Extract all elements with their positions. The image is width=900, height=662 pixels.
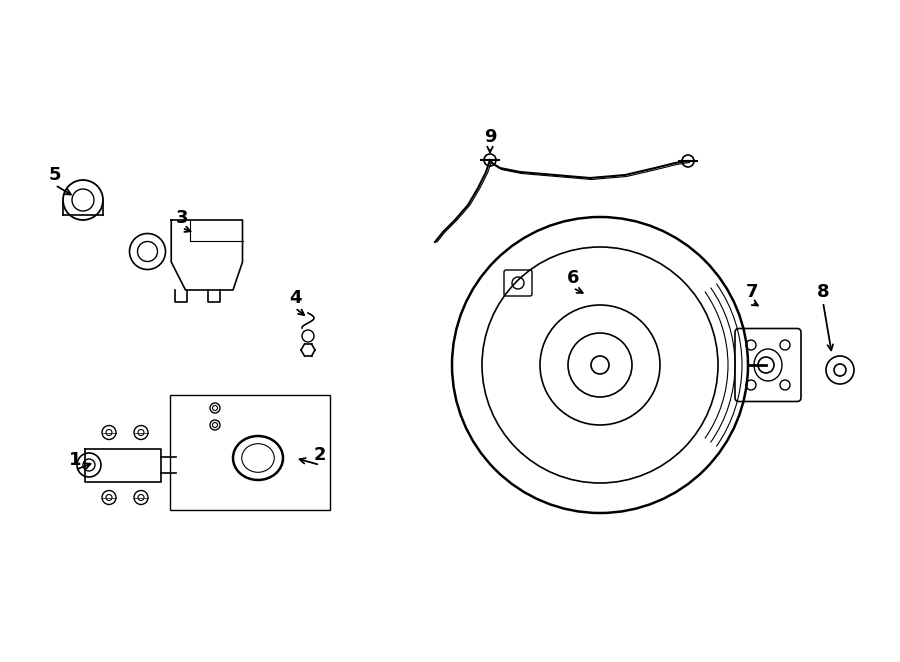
Text: 9: 9 bbox=[484, 128, 496, 146]
Text: 4: 4 bbox=[289, 289, 302, 307]
Text: 7: 7 bbox=[746, 283, 758, 301]
Text: 5: 5 bbox=[49, 166, 61, 184]
Bar bbox=[170, 395, 330, 510]
Text: 8: 8 bbox=[816, 283, 829, 301]
Text: 3: 3 bbox=[176, 209, 188, 227]
Text: 6: 6 bbox=[567, 269, 580, 287]
Text: 1: 1 bbox=[68, 451, 81, 469]
Text: 2: 2 bbox=[314, 446, 327, 464]
